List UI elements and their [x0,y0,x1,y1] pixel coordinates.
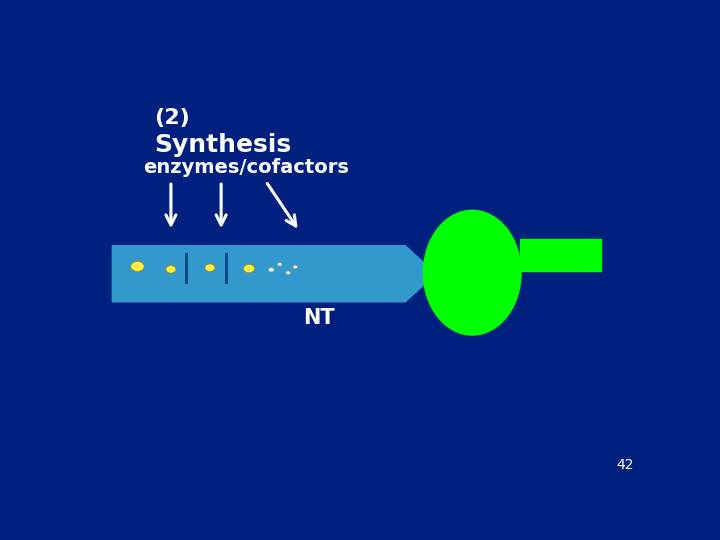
Circle shape [293,265,297,268]
Text: (2): (2) [154,109,190,129]
Circle shape [286,271,290,274]
Circle shape [166,266,176,273]
Text: Synthesis: Synthesis [154,133,292,157]
Text: NT: NT [303,308,335,328]
Ellipse shape [423,210,521,335]
Circle shape [277,263,282,266]
Text: 42: 42 [616,458,634,472]
Circle shape [205,264,215,272]
Bar [520,239,600,271]
Text: enzymes/cofactors: enzymes/cofactors [143,158,349,177]
Circle shape [131,261,144,272]
Polygon shape [112,246,436,302]
Circle shape [243,265,255,273]
Circle shape [269,268,274,272]
